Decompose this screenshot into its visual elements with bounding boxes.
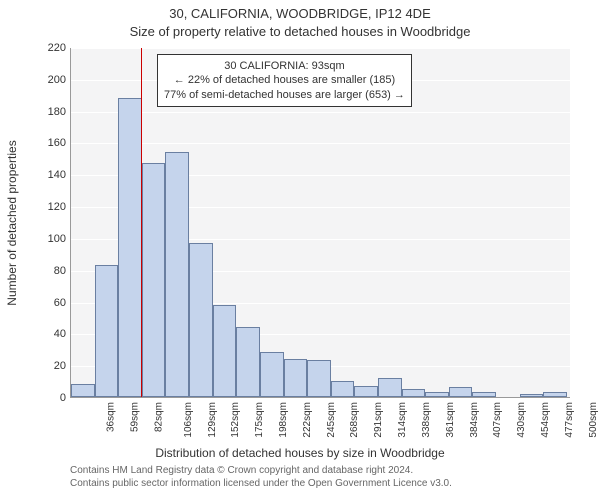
- histogram-bar: [118, 98, 142, 397]
- x-tick-label: 361sqm: [445, 402, 456, 438]
- y-tick-label: 40: [36, 328, 66, 340]
- title-main: 30, CALIFORNIA, WOODBRIDGE, IP12 4DE: [0, 6, 600, 21]
- histogram-bar: [472, 392, 496, 397]
- attribution-footer: Contains HM Land Registry data © Crown c…: [70, 464, 452, 490]
- y-tick-label: 180: [36, 106, 66, 118]
- y-tick-label: 220: [36, 42, 66, 54]
- gridline: [71, 112, 570, 113]
- histogram-bar: [307, 360, 331, 397]
- x-tick-label: 407sqm: [492, 402, 503, 438]
- property-marker-line: [141, 48, 142, 397]
- histogram-bar: [520, 394, 544, 397]
- histogram-bar: [425, 392, 449, 397]
- footer-line: Contains public sector information licen…: [70, 477, 452, 490]
- y-tick-label: 0: [36, 392, 66, 404]
- histogram-bar: [354, 386, 378, 397]
- y-tick-label: 140: [36, 169, 66, 181]
- histogram-bar: [543, 392, 567, 397]
- y-tick-label: 100: [36, 233, 66, 245]
- x-tick-label: 500sqm: [588, 402, 599, 438]
- x-tick-label: 384sqm: [469, 402, 480, 438]
- y-tick-label: 60: [36, 297, 66, 309]
- y-tick-label: 20: [36, 360, 66, 372]
- histogram-bar: [449, 387, 473, 397]
- gridline: [71, 143, 570, 144]
- histogram-bar: [142, 163, 166, 397]
- x-tick-label: 129sqm: [207, 402, 218, 438]
- gridline: [71, 48, 570, 49]
- x-tick-label: 430sqm: [516, 402, 527, 438]
- x-tick-label: 268sqm: [350, 402, 361, 438]
- histogram-bar: [402, 389, 426, 397]
- y-tick-label: 160: [36, 137, 66, 149]
- x-tick-label: 338sqm: [421, 402, 432, 438]
- x-tick-label: 454sqm: [541, 402, 552, 438]
- x-tick-label: 152sqm: [230, 402, 241, 438]
- histogram-bar: [331, 381, 355, 397]
- x-tick-label: 36sqm: [106, 402, 117, 432]
- x-tick-label: 106sqm: [183, 402, 194, 438]
- x-tick-label: 245sqm: [326, 402, 337, 438]
- histogram-bar: [260, 352, 284, 397]
- footer-line: Contains HM Land Registry data © Crown c…: [70, 464, 452, 477]
- annotation-line: 77% of semi-detached houses are larger (…: [164, 88, 405, 102]
- histogram-bar: [213, 305, 237, 397]
- histogram-bar: [165, 152, 189, 397]
- y-tick-label: 200: [36, 74, 66, 86]
- histogram-bar: [284, 359, 308, 397]
- x-tick-label: 291sqm: [373, 402, 384, 438]
- annotation-line: 30 CALIFORNIA: 93sqm: [164, 59, 405, 73]
- annotation-box: 30 CALIFORNIA: 93sqm← 22% of detached ho…: [157, 54, 412, 107]
- y-tick-label: 80: [36, 265, 66, 277]
- title-sub: Size of property relative to detached ho…: [0, 24, 600, 39]
- histogram-bar: [95, 265, 119, 397]
- histogram-bar: [71, 384, 95, 397]
- x-tick-label: 59sqm: [129, 402, 140, 432]
- x-tick-label: 198sqm: [278, 402, 289, 438]
- x-axis-label: Distribution of detached houses by size …: [0, 446, 600, 460]
- annotation-line: ← 22% of detached houses are smaller (18…: [164, 73, 405, 87]
- histogram-bar: [189, 243, 213, 397]
- x-tick-label: 477sqm: [564, 402, 575, 438]
- y-tick-label: 120: [36, 201, 66, 213]
- histogram-plot: 30 CALIFORNIA: 93sqm← 22% of detached ho…: [70, 48, 570, 398]
- x-tick-label: 82sqm: [153, 402, 164, 432]
- y-axis-label: Number of detached properties: [5, 140, 19, 305]
- x-tick-label: 314sqm: [397, 402, 408, 438]
- histogram-bar: [378, 378, 402, 397]
- x-tick-label: 175sqm: [254, 402, 265, 438]
- histogram-bar: [236, 327, 260, 397]
- gridline: [71, 398, 570, 399]
- x-tick-label: 222sqm: [302, 402, 313, 438]
